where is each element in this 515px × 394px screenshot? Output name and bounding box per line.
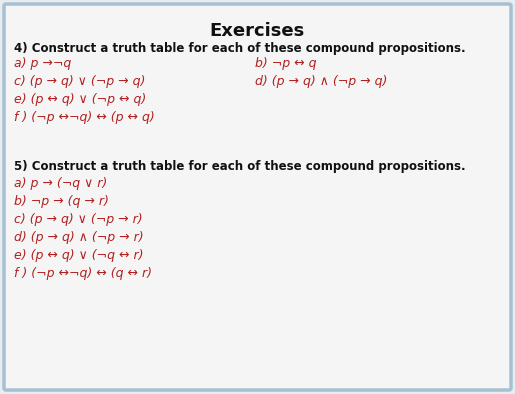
Text: 5) Construct a truth table for each of these compound propositions.: 5) Construct a truth table for each of t… [14, 160, 466, 173]
Text: e) (p ↔ q) ∨ (¬q ↔ r): e) (p ↔ q) ∨ (¬q ↔ r) [14, 249, 144, 262]
Text: c) (p → q) ∨ (¬p → q): c) (p → q) ∨ (¬p → q) [14, 75, 145, 88]
Text: e) (p ↔ q) ∨ (¬p ↔ q): e) (p ↔ q) ∨ (¬p ↔ q) [14, 93, 146, 106]
Text: 4) Construct a truth table for each of these compound propositions.: 4) Construct a truth table for each of t… [14, 42, 466, 55]
Text: f ) (¬p ↔¬q) ↔ (p ↔ q): f ) (¬p ↔¬q) ↔ (p ↔ q) [14, 111, 154, 124]
Text: d) (p → q) ∧ (¬p → r): d) (p → q) ∧ (¬p → r) [14, 231, 144, 244]
Text: d) (p → q) ∧ (¬p → q): d) (p → q) ∧ (¬p → q) [255, 75, 387, 88]
Text: a) p →¬q: a) p →¬q [14, 57, 71, 70]
Text: a) p → (¬q ∨ r): a) p → (¬q ∨ r) [14, 177, 107, 190]
FancyBboxPatch shape [4, 4, 511, 390]
Text: b) ¬p → (q → r): b) ¬p → (q → r) [14, 195, 109, 208]
Text: b) ¬p ↔ q: b) ¬p ↔ q [255, 57, 317, 70]
Text: Exercises: Exercises [210, 22, 305, 40]
Text: c) (p → q) ∨ (¬p → r): c) (p → q) ∨ (¬p → r) [14, 213, 143, 226]
Text: f ) (¬p ↔¬q) ↔ (q ↔ r): f ) (¬p ↔¬q) ↔ (q ↔ r) [14, 267, 152, 280]
